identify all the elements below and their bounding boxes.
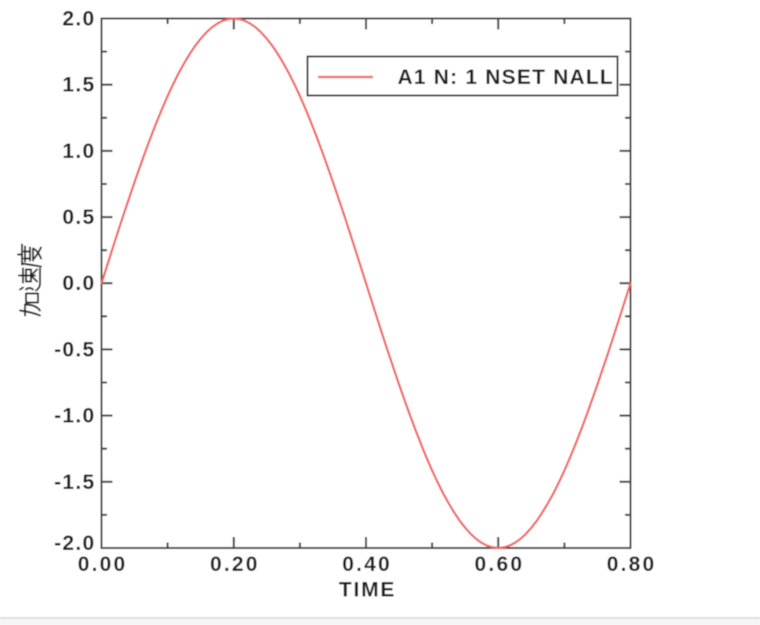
svg-text:0.00: 0.00 [78,553,128,576]
svg-text:TIME: TIME [339,579,396,602]
svg-text:0.5: 0.5 [62,206,95,229]
svg-text:0.60: 0.60 [475,553,525,576]
svg-text:1.0: 1.0 [62,140,95,163]
svg-text:0.80: 0.80 [607,553,657,576]
svg-text:-2.0: -2.0 [54,532,95,555]
svg-text:A1 N: 1 NSET NALL: A1 N: 1 NSET NALL [398,66,614,89]
svg-text:1.5: 1.5 [62,74,95,97]
svg-text:2.0: 2.0 [62,8,95,31]
svg-text:0.0: 0.0 [62,272,95,295]
svg-text:-1.5: -1.5 [54,471,95,494]
svg-text:0.40: 0.40 [342,553,392,576]
svg-text:-0.5: -0.5 [54,338,95,361]
svg-text:-1.0: -1.0 [54,405,95,428]
svg-text:0.20: 0.20 [210,553,260,576]
